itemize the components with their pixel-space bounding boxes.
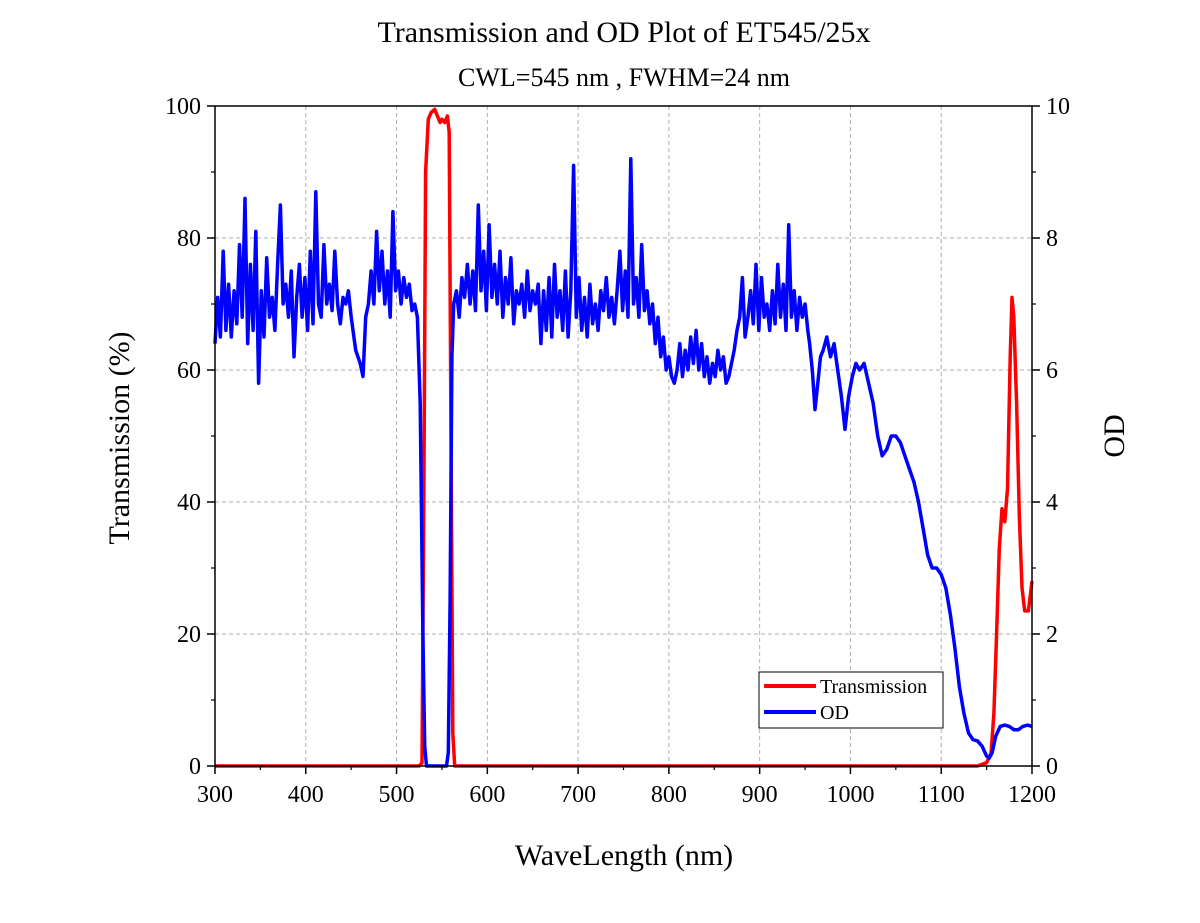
x-axis-label: WaveLength (nm) <box>515 839 733 872</box>
legend-label-od: OD <box>820 702 849 724</box>
y-left-tick-label: 80 <box>177 226 201 252</box>
x-tick-label: 500 <box>379 782 415 808</box>
x-tick-label: 800 <box>651 782 687 808</box>
legend-label-transmission: Transmission <box>820 676 927 698</box>
x-tick-label: 400 <box>288 782 324 808</box>
y-right-tick-label: 4 <box>1046 490 1058 516</box>
plot-frame <box>214 105 1033 767</box>
series-lines <box>213 107 1034 768</box>
grid-lines <box>215 106 1032 766</box>
y-right-tick-label: 2 <box>1046 622 1058 648</box>
legend-box <box>758 671 944 729</box>
series-line-od <box>213 157 1033 768</box>
y-right-tick-label: 6 <box>1046 358 1058 384</box>
x-tick-label: 1100 <box>918 782 965 808</box>
x-tick-label: 300 <box>197 782 233 808</box>
y-right-tick-label: 10 <box>1046 94 1070 120</box>
y-right-axis-label: OD <box>1098 414 1131 457</box>
y-right-tick-label: 0 <box>1046 754 1058 780</box>
y-left-tick-label: 100 <box>165 94 201 120</box>
y-left-tick-label: 60 <box>177 358 201 384</box>
x-tick-label: 1200 <box>1008 782 1056 808</box>
x-tick-label: 600 <box>469 782 505 808</box>
y-left-tick-label: 40 <box>177 490 201 516</box>
x-tick-label: 900 <box>742 782 778 808</box>
legend: Transmission OD <box>758 671 944 729</box>
x-tick-label: 1000 <box>826 782 874 808</box>
y-left-axis-label: Transmission (%) <box>103 331 136 544</box>
x-tick-label: 700 <box>560 782 596 808</box>
axes: 300 400 500 600 700 800 900 1000 1100 12000204060… <box>165 94 1070 808</box>
series-line-transmission <box>215 107 1034 768</box>
chart-subtitle: CWL=545 nm , FWHM=24 nm <box>458 63 790 92</box>
y-left-tick-label: 20 <box>177 622 201 648</box>
chart-title: Transmission and OD Plot of ET545/25x <box>377 16 870 49</box>
y-left-tick-label: 0 <box>189 754 201 780</box>
y-right-tick-label: 8 <box>1046 226 1058 252</box>
